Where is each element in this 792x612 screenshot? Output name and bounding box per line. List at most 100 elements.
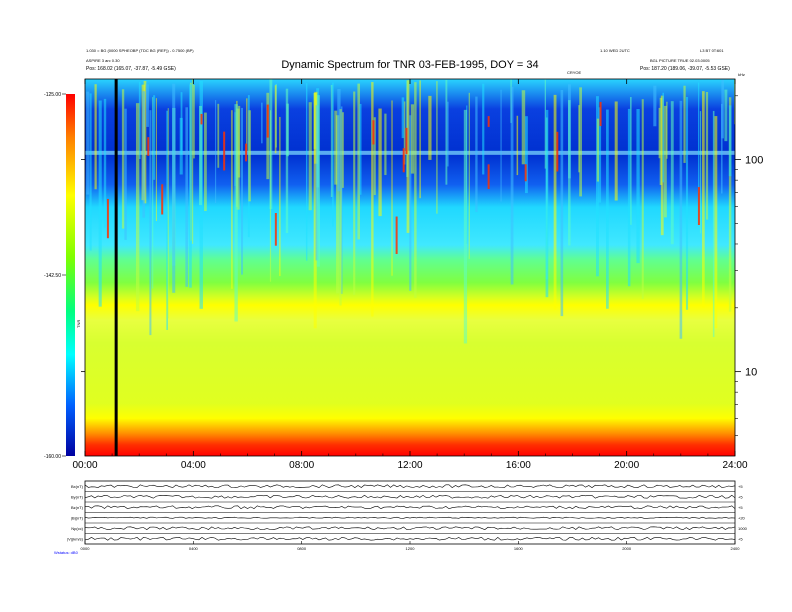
spectrum-burst — [596, 118, 599, 182]
spectrum-burst — [662, 92, 665, 183]
x-tick-label: 24:00 — [722, 460, 747, 471]
units-label: kHz — [738, 72, 745, 77]
spectrum-hot-burst — [161, 184, 164, 215]
spectrum-burst — [468, 92, 470, 259]
time-series-line — [84, 494, 736, 499]
x-tick-label: 20:00 — [614, 460, 639, 471]
colorbar-tick-label: -160.00 — [44, 454, 61, 460]
spectrum-burst — [246, 98, 248, 152]
panel-label-left: Np(cc) — [71, 526, 83, 531]
spectrum-hot-burst — [106, 198, 109, 239]
spectrum-burst — [285, 88, 289, 234]
panel-label-left: By(nT) — [71, 494, 84, 499]
chart-title: Dynamic Spectrum for TNR 03-FEB-1995, DO… — [281, 59, 538, 71]
spectrum-hot-burst — [487, 116, 490, 127]
ts-x-tick-label: 1600 — [514, 546, 524, 551]
spectrum-burst — [155, 98, 157, 222]
header-left-line1: 1.030 = BG (0000 SPHEOBP (TDC BG (REF)) … — [86, 48, 194, 53]
panel-label-right: 1000 — [738, 526, 748, 531]
spectrum-burst — [279, 116, 281, 277]
spectrum-burst — [524, 116, 528, 194]
spectrum-burst — [339, 109, 342, 306]
spectrum-burst — [560, 90, 564, 317]
time-series-line — [85, 505, 736, 510]
spectrum-burst — [699, 111, 702, 234]
spectrum-burst — [373, 117, 376, 196]
spectrum-burst — [403, 101, 406, 165]
spectrum-burst — [721, 79, 724, 139]
spectrum-burst — [712, 110, 715, 338]
spectrum-burst — [679, 100, 683, 339]
spectrum-burst — [153, 95, 156, 180]
spectrum-hot-burst — [147, 137, 150, 156]
spectrum-burst — [204, 112, 207, 212]
spectrum-burst — [653, 85, 657, 127]
spectrum-burst — [336, 115, 340, 294]
x-tick-label: 16:00 — [506, 460, 531, 471]
spectrum-burst — [553, 94, 557, 310]
spectrum-burst — [463, 109, 468, 344]
spectrum-burst — [305, 83, 308, 261]
spectrum-burst — [261, 102, 263, 144]
spectrum-burst — [332, 82, 334, 227]
spectrum-burst — [698, 82, 700, 194]
spectrum-burst — [445, 79, 448, 185]
spectrum-burst — [401, 97, 405, 139]
spectrum-burst — [359, 103, 362, 195]
ts-x-tick-label: 2400 — [731, 546, 741, 551]
spectrum-burst — [86, 91, 90, 195]
colorbar-tick-label: -125.00 — [44, 92, 61, 98]
spectrum-burst — [510, 86, 514, 285]
spectrum-burst — [185, 107, 189, 287]
spectrum-burst — [248, 110, 251, 202]
time-series-line — [84, 516, 736, 519]
spectrum-burst — [135, 103, 140, 312]
panel-label-left: Bz(nT) — [71, 505, 84, 510]
spectrum-hot-burst — [223, 131, 226, 171]
spectrogram-panel: 00:00 04:00 08:00 12:00 16:00 20:00 24:00 100 1… — [72, 78, 763, 471]
spectrum-burst — [482, 83, 485, 175]
spectrum-burst — [98, 100, 102, 307]
spectrum-burst — [334, 110, 338, 185]
spectrum-burst — [241, 107, 244, 275]
spectrum-burst — [391, 100, 393, 276]
panel-label-right: +5 — [738, 505, 743, 510]
spectrum-burst — [337, 88, 341, 192]
spectrum-hot-burst — [266, 104, 269, 138]
spectrum-hot-burst — [402, 148, 405, 173]
ts-x-tick-label: 0800 — [297, 546, 307, 551]
y-tick-label: 10 — [745, 367, 757, 379]
time-series-line — [84, 536, 736, 541]
spectrum-burst — [627, 108, 631, 287]
spectrum-burst — [428, 95, 432, 160]
spectrum-burst — [172, 83, 176, 293]
colorbar: -125.00 -142.50 -160.00 TNR — [44, 92, 81, 460]
spectrum-burst — [142, 91, 146, 218]
spectrum-burst — [231, 110, 233, 289]
panel-label-left: Bx(nT) — [71, 484, 84, 489]
spectrum-burst — [199, 105, 203, 206]
panel-label-right: +5 — [738, 536, 743, 541]
header-right-position: Pos: 187.20 (189.06, -39.07, -5.53 GSE) — [640, 66, 730, 72]
spectrum-burst — [313, 92, 317, 329]
spectrum-burst — [446, 101, 449, 167]
spectrum-burst — [274, 85, 277, 154]
spectrum-burst — [629, 97, 632, 225]
ts-x-tick-label: 2000 — [622, 546, 632, 551]
colorbar-gradient — [66, 94, 75, 456]
panel-label-right: +20 — [738, 515, 746, 520]
spectrum-burst — [166, 110, 168, 330]
spectrum-burst — [545, 109, 549, 298]
header-mid-tag: CRYOE — [567, 70, 581, 75]
panel-label-right: +5 — [738, 494, 743, 499]
header-left-line2: ASPIRE 3 arc 0.30 — [86, 58, 120, 63]
spectrum-burst — [316, 95, 320, 267]
spectrum-burst — [579, 87, 582, 197]
spectrum-hot-burst — [556, 131, 559, 172]
spectrum-burst — [516, 115, 519, 176]
spectrum-burst — [234, 104, 238, 322]
header-right-line1b: L3 B7 0T:601 — [700, 48, 724, 53]
spectrum-burst — [641, 99, 644, 299]
spectrum-burst — [409, 115, 412, 291]
